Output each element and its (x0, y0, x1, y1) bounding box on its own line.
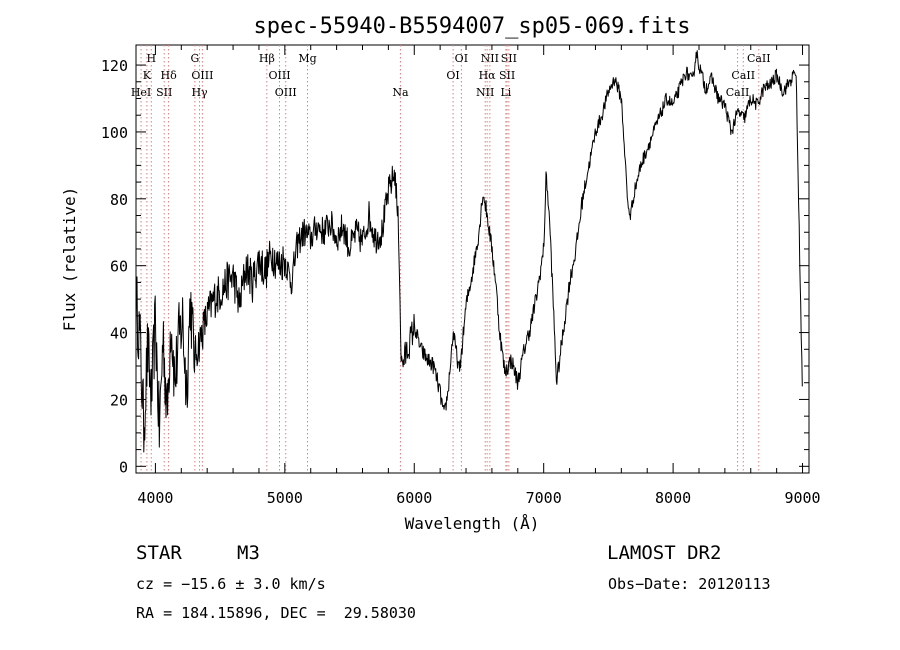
redshift-velocity-label: cz = −15.6 ± 3.0 km/s (136, 575, 326, 593)
spectral-line-label: Mg (298, 52, 316, 65)
spectral-line-label: SII (499, 69, 515, 82)
y-tick-label: 0 (119, 458, 128, 476)
coordinates-label: RA = 184.15896, DEC = 29.58030 (136, 604, 416, 622)
spectral-line-label: OI (455, 52, 468, 65)
x-axis-label: Wavelength (Å) (405, 514, 540, 533)
survey-label: LAMOST DR2 (607, 542, 722, 564)
y-tick-label: 120 (101, 57, 128, 75)
spectral-line-label: H (146, 52, 156, 65)
y-tick-label: 20 (110, 391, 128, 409)
spectral-line-label: K (143, 69, 152, 82)
x-tick-label: 6000 (396, 489, 432, 507)
spectral-line-label: Hα (479, 69, 497, 82)
x-tick-label: 4000 (137, 489, 173, 507)
spectral-line-label: CaII (747, 52, 771, 65)
axis-ticks: 4000 5000 6000 7000 8000 9000 0 20 40 60 80 100 120 (101, 45, 821, 507)
x-tick-label: 7000 (526, 489, 562, 507)
spectral-line-label: CaII (726, 86, 750, 99)
observation-date-label: Obs−Date: 20120113 (608, 575, 771, 593)
x-tick-label: 5000 (267, 489, 303, 507)
spectral-line-label: Li (500, 86, 511, 99)
y-tick-label: 60 (110, 258, 128, 276)
spectral-line-label: NII (481, 52, 499, 65)
spectral-line-label: Na (392, 86, 409, 99)
object-class-label: STAR (136, 542, 182, 564)
spectral-line-label: Hδ (161, 69, 178, 82)
x-tick-label: 9000 (784, 489, 820, 507)
spectral-line-label: G (190, 52, 199, 65)
spectrum-series (135, 50, 803, 453)
spectral-line-label: HeI (131, 86, 151, 99)
y-tick-label: 100 (101, 124, 128, 142)
spectral-line-label: SII (156, 86, 172, 99)
object-subclass-label: M3 (237, 542, 260, 564)
y-tick-label: 80 (110, 191, 128, 209)
y-axis-label: Flux (relative) (60, 187, 79, 332)
spectral-line-label: NII (476, 86, 494, 99)
x-tick-label: 8000 (655, 489, 691, 507)
spectral-line-label: Hγ (191, 86, 208, 99)
chart-title: spec-55940-B5594007_sp05-069.fits (253, 14, 690, 39)
spectral-line-label: OIII (275, 86, 297, 99)
spectral-line-label: Hβ (259, 52, 275, 65)
spectral-line-label: CaII (731, 69, 755, 82)
spectral-line-label: OI (446, 69, 459, 82)
spectrum-line (135, 50, 803, 453)
y-tick-label: 40 (110, 325, 128, 343)
spectral-line-label: SII (501, 52, 517, 65)
spectral-line-label: OIII (191, 69, 213, 82)
spectral-line-label: OIII (268, 69, 290, 82)
plot-frame (135, 44, 810, 474)
